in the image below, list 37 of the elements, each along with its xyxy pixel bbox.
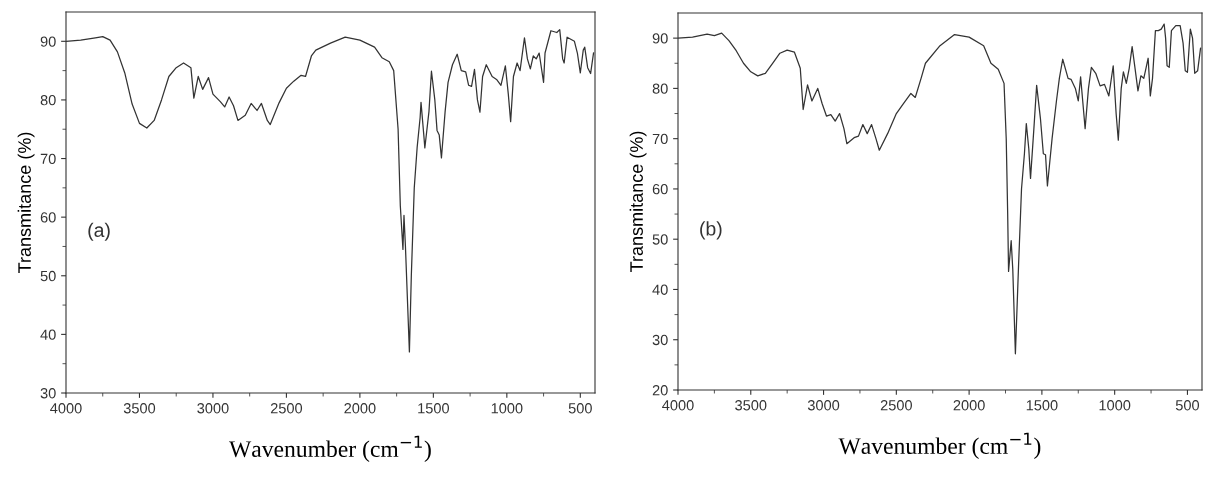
x-tick-label: 2000 <box>344 403 376 414</box>
x-tick-label: 3000 <box>807 400 840 411</box>
y-tick-label: 20 <box>652 385 668 396</box>
x-tick-label: 1500 <box>1026 400 1058 411</box>
x-tick-label: 3500 <box>735 400 767 411</box>
x-tick-label: 4000 <box>662 400 694 411</box>
x-axis-title: Wavenumber (cm$^{−1}$) <box>838 432 1041 459</box>
x-tick-label: 3000 <box>197 403 229 414</box>
y-tick-label: 30 <box>40 388 56 399</box>
y-tick-label: 90 <box>652 33 668 44</box>
x-tick-label: 500 <box>1175 400 1200 411</box>
y-tick-label: 60 <box>40 212 56 223</box>
x-tick-label: 3500 <box>123 403 156 414</box>
y-tick-label: 50 <box>652 234 668 245</box>
x-tick-label: 500 <box>568 403 592 414</box>
x-tick-label: 1500 <box>418 403 450 414</box>
y-tick-label: 50 <box>40 270 56 282</box>
x-tick-label: 4000 <box>50 403 82 414</box>
y-tick-label: 80 <box>40 95 56 106</box>
y-tick-label: 70 <box>652 133 668 145</box>
x-axis-title: Wavenumber (cm$^{−1}$) <box>228 435 431 462</box>
x-tick-label: 1000 <box>1099 400 1131 411</box>
y-tick-label: 70 <box>40 153 56 164</box>
y-tick-label: 40 <box>652 284 668 295</box>
y-tick-label: 30 <box>652 334 668 346</box>
y-tick-label: 60 <box>652 184 668 195</box>
x-tick-label: 2500 <box>270 403 303 414</box>
annotation: (b) <box>700 221 722 240</box>
annotation: (a) <box>88 222 110 241</box>
x-tick-label: 2000 <box>953 400 985 411</box>
x-tick-label: 2500 <box>880 400 912 411</box>
y-axis-title: Transmitance (%) <box>17 132 35 273</box>
y-tick-label: 80 <box>652 83 668 94</box>
y-axis-title: Transmitance (%) <box>629 131 647 272</box>
x-tick-label: 1000 <box>491 403 523 414</box>
y-tick-label: 90 <box>40 36 56 47</box>
y-tick-label: 40 <box>40 329 56 340</box>
